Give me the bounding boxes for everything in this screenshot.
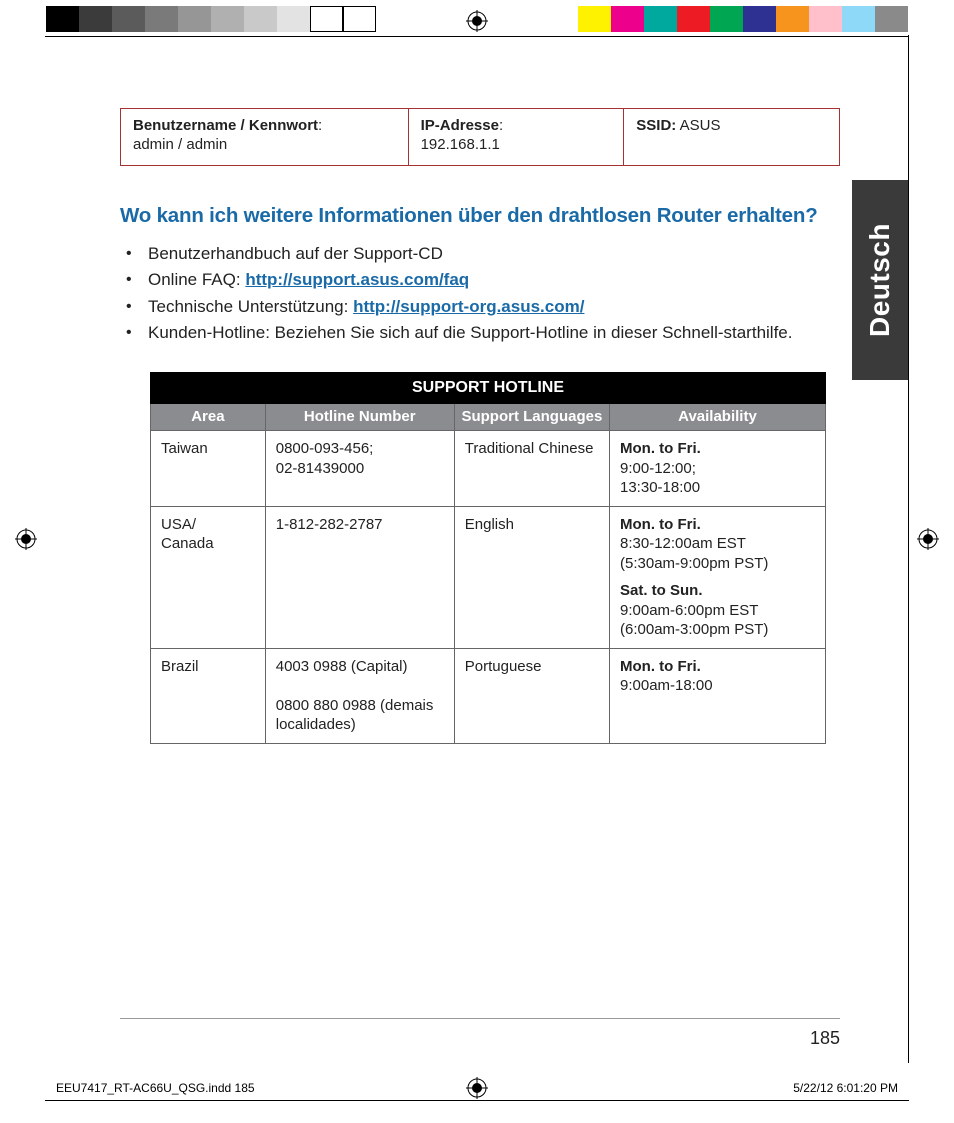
swatch xyxy=(145,6,178,32)
section-heading: Wo kann ich weitere Informationen über d… xyxy=(120,204,840,228)
info-value: ASUS xyxy=(680,117,721,134)
info-label: SSID: xyxy=(636,117,676,134)
hotline-availability: Mon. to Fri.9:00-12:00;13:30-18:00 xyxy=(610,431,826,507)
info-label: IP-Adresse xyxy=(421,117,499,134)
swatch xyxy=(46,6,79,32)
footer-timestamp: 5/22/12 6:01:20 PM xyxy=(793,1081,898,1095)
swatch xyxy=(776,6,809,32)
hotline-lang: Traditional Chinese xyxy=(454,431,609,507)
avail-title: Sat. to Sun. xyxy=(620,581,815,601)
footer-rule xyxy=(45,1100,909,1101)
avail-title: Mon. to Fri. xyxy=(620,515,815,535)
info-label: Benutzername / Kennwort xyxy=(133,117,318,134)
hotline-availability: Mon. to Fri.9:00am-18:00 xyxy=(610,648,826,743)
hotline-area: USA/Canada xyxy=(151,506,266,648)
hotline-number: 1-812-282-2787 xyxy=(265,506,454,648)
avail-title: Mon. to Fri. xyxy=(620,657,815,677)
swatch xyxy=(875,6,908,32)
swatch xyxy=(343,6,376,32)
swatch xyxy=(244,6,277,32)
col-header-area: Area xyxy=(151,404,266,431)
support-hotline-table: SUPPORT HOTLINE Area Hotline Number Supp… xyxy=(150,372,826,744)
info-value: admin / admin xyxy=(133,136,227,153)
info-cell-ssid: SSID: ASUS xyxy=(624,109,840,166)
registration-mark-icon xyxy=(15,528,37,550)
info-list: Benutzerhandbuch auf der Support-CD Onli… xyxy=(120,242,840,347)
trim-line xyxy=(45,36,909,37)
swatch xyxy=(277,6,310,32)
hotline-area: Taiwan xyxy=(151,431,266,507)
avail-hours: 9:00-12:00;13:30-18:00 xyxy=(620,459,815,498)
hotline-title: SUPPORT HOTLINE xyxy=(151,373,826,404)
col-header-avail: Availability xyxy=(610,404,826,431)
swatch xyxy=(644,6,677,32)
col-header-number: Hotline Number xyxy=(265,404,454,431)
hotline-number: 4003 0988 (Capital)0800 880 0988 (demais… xyxy=(265,648,454,743)
faq-link[interactable]: http://support.asus.com/faq xyxy=(245,270,469,289)
list-item: Technische Unterstützung: http://support… xyxy=(124,295,840,320)
page-number: 185 xyxy=(810,1028,840,1049)
info-cell-credentials: Benutzername / Kennwort: admin / admin xyxy=(121,109,409,166)
swatch xyxy=(79,6,112,32)
avail-hours: 8:30-12:00am EST(5:30am-9:00pm PST) xyxy=(620,534,815,573)
footer-filename: EEU7417_RT-AC66U_QSG.indd 185 xyxy=(56,1081,255,1095)
swatch xyxy=(809,6,842,32)
swatch xyxy=(178,6,211,32)
swatch xyxy=(578,6,611,32)
list-item: Kunden-Hotline: Beziehen Sie sich auf di… xyxy=(124,321,840,346)
support-link[interactable]: http://support-org.asus.com/ xyxy=(353,297,584,316)
list-item: Online FAQ: http://support.asus.com/faq xyxy=(124,268,840,293)
registration-mark-icon xyxy=(466,10,488,32)
swatch xyxy=(743,6,776,32)
language-tab: Deutsch xyxy=(852,180,908,380)
registration-mark-icon xyxy=(466,1077,488,1099)
hotline-lang: Portuguese xyxy=(454,648,609,743)
registration-mark-icon xyxy=(917,528,939,550)
avail-hours: 9:00am-18:00 xyxy=(620,676,815,696)
list-item: Benutzerhandbuch auf der Support-CD xyxy=(124,242,840,267)
swatch xyxy=(710,6,743,32)
swatch xyxy=(611,6,644,32)
swatch xyxy=(677,6,710,32)
router-info-table: Benutzername / Kennwort: admin / admin I… xyxy=(120,108,840,166)
avail-hours: 9:00am-6:00pm EST(6:00am-3:00pm PST) xyxy=(620,601,815,640)
hotline-availability: Mon. to Fri.8:30-12:00am EST(5:30am-9:00… xyxy=(610,506,826,648)
swatch xyxy=(211,6,244,32)
info-value: 192.168.1.1 xyxy=(421,136,500,153)
trim-line xyxy=(908,35,909,1063)
avail-title: Mon. to Fri. xyxy=(620,439,815,459)
hotline-lang: English xyxy=(454,506,609,648)
col-header-lang: Support Languages xyxy=(454,404,609,431)
hotline-area: Brazil xyxy=(151,648,266,743)
page-divider xyxy=(120,1018,840,1019)
language-tab-label: Deutsch xyxy=(864,223,896,337)
info-cell-ip: IP-Adresse: 192.168.1.1 xyxy=(408,109,624,166)
hotline-number: 0800-093-456;02-81439000 xyxy=(265,431,454,507)
swatch xyxy=(842,6,875,32)
swatch xyxy=(112,6,145,32)
page-content: Benutzername / Kennwort: admin / admin I… xyxy=(120,108,840,744)
swatch xyxy=(310,6,343,32)
